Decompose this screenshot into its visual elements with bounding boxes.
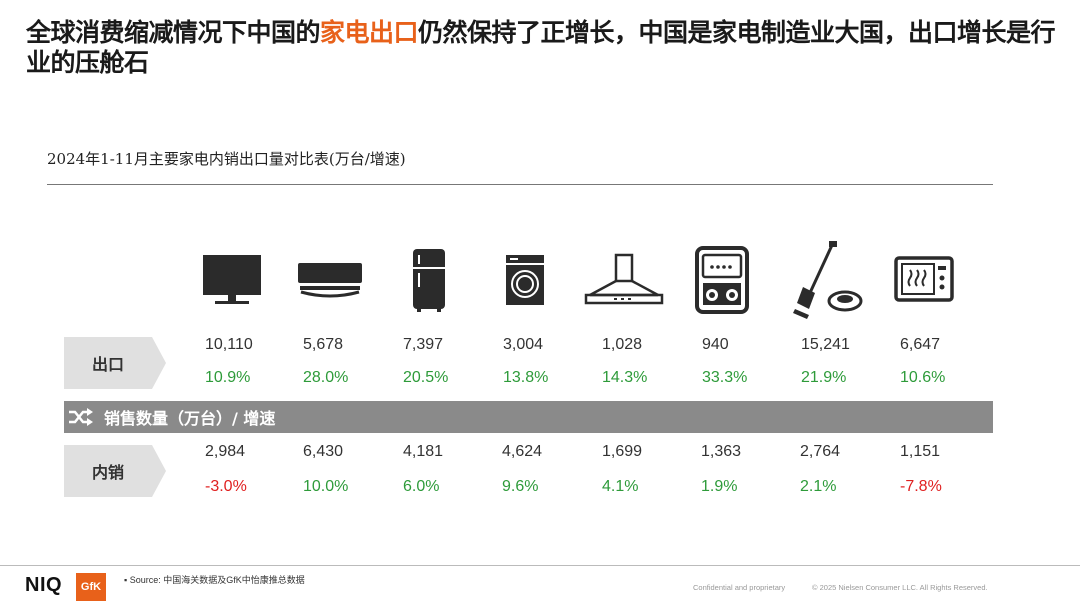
- export-volume-fridge: 7,397: [403, 336, 444, 353]
- domestic-volume-fridge: 4,181: [403, 443, 444, 460]
- export-growth-microwave: 10.6%: [900, 369, 946, 386]
- domestic-volume-washer: 4,624: [502, 443, 543, 460]
- domestic-growth-microwave: -7.8%: [900, 478, 942, 495]
- copyright-note: © 2025 Nielsen Consumer LLC. All Rights …: [812, 583, 988, 592]
- export-volume-washer: 3,004: [503, 336, 544, 353]
- domestic-growth-ac: 10.0%: [303, 478, 349, 495]
- table-subtitle: 2024年1-11月主要家电内销出口量对比表(万台/增速): [47, 150, 406, 168]
- gfk-logo: GfK: [76, 573, 106, 601]
- domestic-volume-tv: 2,984: [205, 443, 246, 460]
- source-text: Source: 中国海关数据及GfK中怡康推总数据: [129, 575, 305, 585]
- water-heater-icon: [682, 235, 762, 325]
- domestic-volume-microwave: 1,151: [900, 443, 941, 460]
- domestic-volume-hood: 1,699: [602, 443, 643, 460]
- domestic-growth-heater: 1.9%: [701, 478, 738, 495]
- legend-band: 销售数量（万台）/ 增速: [64, 401, 993, 433]
- export-volume-hood: 1,028: [602, 336, 643, 353]
- confidential-note: Confidential and proprietary: [693, 583, 786, 592]
- export-growth-heater: 33.3%: [702, 369, 748, 386]
- domestic-growth-tv: -3.0%: [205, 478, 247, 495]
- export-volume-tv: 10,110: [205, 336, 253, 353]
- domestic-volume-heater: 1,363: [701, 443, 742, 460]
- range-hood-icon: [584, 235, 664, 325]
- bullet: ▪: [124, 575, 130, 585]
- domestic-growth-vacuum: 2.1%: [800, 478, 837, 495]
- export-volume-microwave: 6,647: [900, 336, 941, 353]
- export-volume-vacuum: 15,241: [801, 336, 850, 353]
- band-label: 销售数量（万台）/ 增速: [104, 409, 276, 428]
- page-title: 全球消费缩减情况下中国的家电出口仍然保持了正增长，中国是家电制造业大国，出口增长…: [26, 18, 1056, 78]
- export-growth-tv: 10.9%: [205, 369, 251, 386]
- export-growth-vacuum: 21.9%: [801, 369, 847, 386]
- shuffle-icon: [68, 408, 98, 426]
- divider: [47, 184, 993, 185]
- domestic-growth-fridge: 6.0%: [403, 478, 440, 495]
- export-growth-fridge: 20.5%: [403, 369, 449, 386]
- title-highlight: 家电出口: [320, 18, 419, 47]
- vacuum-cleaner-icon: [786, 235, 866, 325]
- domestic-volume-vacuum: 2,764: [800, 443, 841, 460]
- export-growth-hood: 14.3%: [602, 369, 648, 386]
- domestic-label: 内销: [64, 445, 166, 497]
- export-label: 出口: [64, 337, 166, 389]
- refrigerator-icon: [389, 235, 469, 325]
- air-conditioner-icon: [290, 235, 370, 325]
- export-volume-heater: 940: [702, 336, 729, 353]
- source-note: ▪ Source: 中国海关数据及GfK中怡康推总数据: [124, 573, 305, 586]
- washing-machine-icon: [485, 235, 565, 325]
- title-text-end: 仍然保持了正增长，中国是家电制造业大国，出口增长是行业的压舱石: [26, 18, 1056, 77]
- footer-divider: [0, 565, 1080, 566]
- title-text: 全球消费缩减情况下中国的: [26, 18, 321, 47]
- export-volume-ac: 5,678: [303, 336, 344, 353]
- export-growth-washer: 13.8%: [503, 369, 549, 386]
- export-growth-ac: 28.0%: [303, 369, 349, 386]
- domestic-volume-ac: 6,430: [303, 443, 344, 460]
- microwave-icon: [884, 235, 964, 325]
- tv-icon: [192, 235, 272, 325]
- domestic-growth-hood: 4.1%: [602, 478, 639, 495]
- domestic-growth-washer: 9.6%: [502, 478, 539, 495]
- niq-logo: NIQ: [25, 574, 63, 596]
